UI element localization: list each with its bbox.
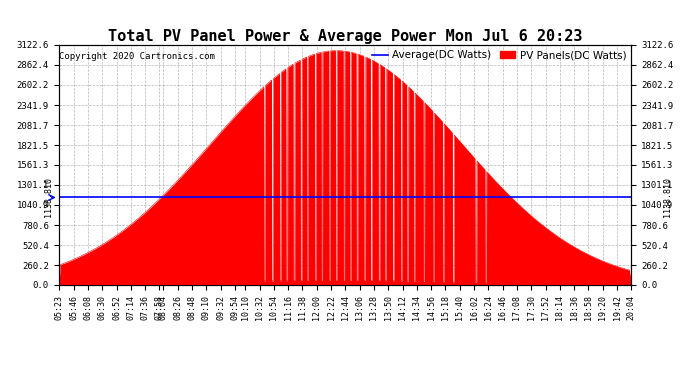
Legend: Average(DC Watts), PV Panels(DC Watts): Average(DC Watts), PV Panels(DC Watts) [373, 50, 626, 60]
Text: 1138.810: 1138.810 [663, 177, 672, 218]
Text: Copyright 2020 Cartronics.com: Copyright 2020 Cartronics.com [59, 52, 215, 61]
Text: 1138.810: 1138.810 [44, 177, 53, 218]
Title: Total PV Panel Power & Average Power Mon Jul 6 20:23: Total PV Panel Power & Average Power Mon… [108, 29, 582, 44]
